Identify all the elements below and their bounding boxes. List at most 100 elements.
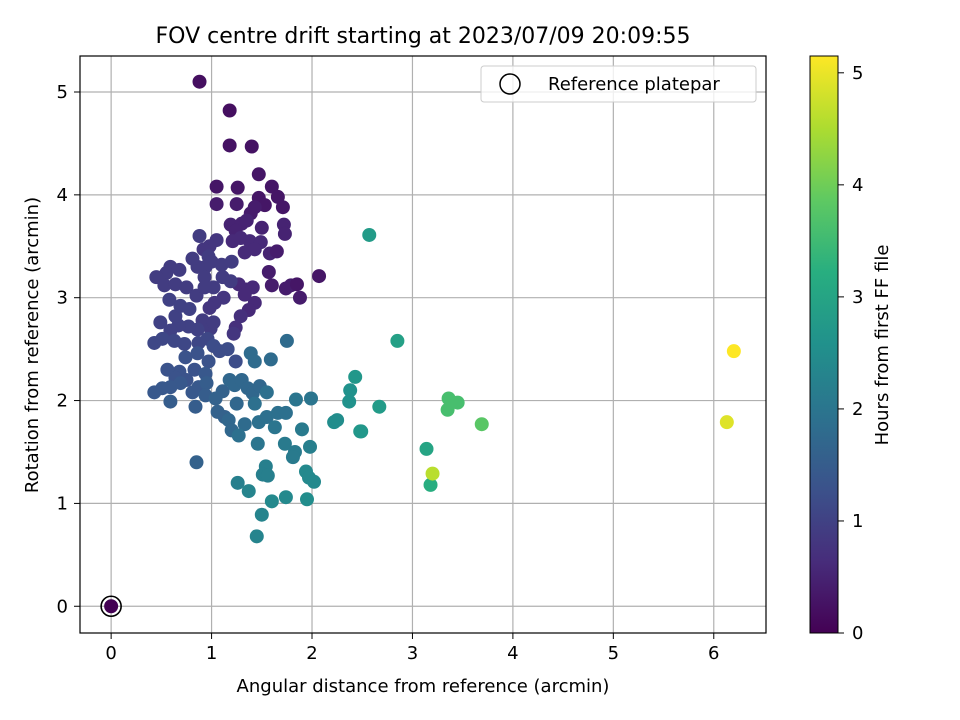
data-point: [209, 197, 224, 212]
data-point: [189, 455, 204, 470]
y-tick-label: 2: [57, 391, 68, 412]
data-point: [292, 290, 307, 305]
legend: Reference platepar: [480, 65, 757, 103]
x-axis-ticks: 0 1 2 3 4 5 6: [105, 633, 719, 664]
data-point: [362, 227, 377, 242]
x-tick-label: 4: [507, 643, 518, 664]
data-point: [277, 226, 292, 241]
data-point: [197, 270, 212, 285]
reference-marker: [100, 595, 122, 618]
data-point: [230, 180, 245, 195]
data-point: [726, 344, 741, 359]
data-point: [233, 309, 248, 324]
data-point: [228, 354, 243, 369]
data-point: [187, 362, 202, 377]
data-point: [229, 396, 244, 411]
data-point: [294, 422, 309, 437]
colorbar-gradient: [809, 55, 839, 634]
data-point: [162, 292, 177, 307]
data-point: [190, 346, 205, 361]
legend-marker-icon: [499, 73, 521, 95]
data-point: [201, 354, 216, 369]
data-point: [206, 315, 221, 330]
data-point: [237, 417, 252, 432]
x-tick-label: 0: [105, 643, 116, 664]
data-point: [440, 402, 455, 417]
colorbar-tick-label: 3: [852, 287, 863, 308]
data-point: [263, 352, 278, 367]
data-point: [223, 274, 238, 289]
data-point: [222, 138, 237, 153]
legend-box: [480, 65, 757, 103]
data-point: [450, 395, 465, 410]
x-tick-label: 5: [608, 643, 619, 664]
data-point: [157, 278, 172, 293]
data-point: [224, 254, 239, 269]
data-point: [264, 179, 279, 194]
data-point: [182, 302, 197, 317]
data-point: [249, 529, 264, 544]
colorbar-tick-label: 0: [852, 623, 863, 644]
data-point: [247, 396, 262, 411]
data-point: [104, 599, 119, 614]
data-point: [423, 477, 438, 492]
data-point: [354, 424, 369, 439]
data-point: [177, 336, 192, 351]
data-point: [251, 167, 266, 182]
x-tick-label: 2: [306, 643, 317, 664]
data-point: [307, 474, 322, 489]
colorbar-label: Hours from first FF file: [872, 245, 893, 446]
data-point: [259, 410, 274, 425]
data-point: [179, 280, 194, 295]
data-point: [285, 450, 300, 465]
data-point: [474, 417, 489, 432]
colorbar-tick-label: 5: [852, 63, 863, 84]
colorbar-ticks: 0 1 2 3 4 5: [838, 63, 863, 644]
colorbar-tick-label: 1: [852, 511, 863, 532]
y-axis-ticks: 0 1 2 3 4 5: [57, 82, 80, 617]
legend-entry-reference: Reference platepar: [548, 74, 720, 95]
data-point: [206, 280, 221, 295]
data-point: [425, 466, 440, 481]
data-point: [269, 244, 284, 259]
x-axis-label: Angular distance from reference (arcmin): [237, 676, 610, 697]
data-point: [202, 300, 217, 315]
data-point: [185, 251, 200, 266]
data-point: [419, 441, 434, 456]
data-points: [100, 74, 741, 618]
data-point: [264, 494, 279, 509]
data-point: [220, 342, 235, 357]
data-point: [288, 392, 303, 407]
data-point: [277, 436, 292, 451]
data-point: [239, 213, 254, 228]
data-point: [229, 197, 244, 212]
y-tick-label: 5: [57, 82, 68, 103]
x-tick-label: 3: [407, 643, 418, 664]
data-point: [264, 278, 279, 293]
chart-title: FOV centre drift starting at 2023/07/09 …: [156, 24, 691, 49]
data-point: [279, 333, 294, 348]
data-point: [260, 468, 275, 483]
data-point: [237, 245, 252, 260]
data-point: [267, 420, 282, 435]
data-point: [261, 264, 276, 279]
data-point: [241, 484, 256, 499]
y-tick-label: 4: [57, 185, 68, 206]
data-point: [168, 277, 183, 292]
data-point: [147, 385, 162, 400]
data-point: [278, 490, 293, 505]
data-point: [250, 436, 265, 451]
data-point: [343, 383, 358, 398]
data-point: [342, 394, 357, 409]
data-point: [254, 220, 269, 235]
y-axis-label: Rotation from reference (arcmin): [22, 197, 43, 493]
data-point: [289, 277, 304, 292]
data-point: [215, 384, 230, 399]
y-tick-label: 3: [57, 288, 68, 309]
colorbar: 0 1 2 3 4 5 Hours from first FF file: [809, 55, 893, 644]
data-point: [259, 385, 274, 400]
y-tick-label: 1: [57, 493, 68, 514]
x-tick-label: 1: [206, 643, 217, 664]
data-point: [275, 200, 290, 215]
